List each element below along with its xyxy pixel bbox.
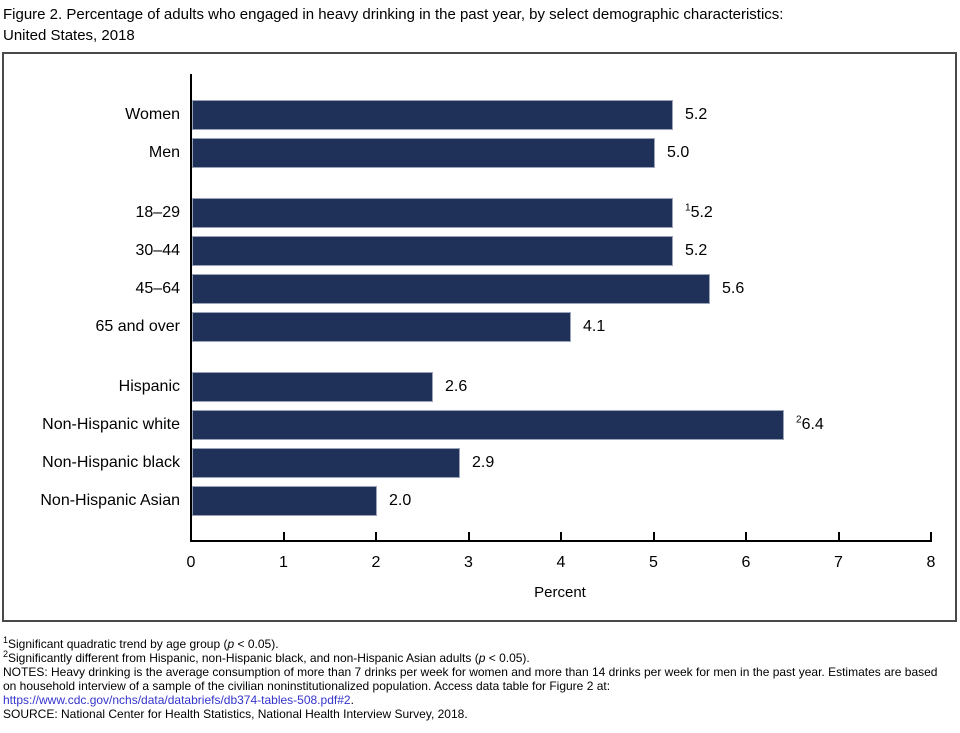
link-period: . [350,693,354,707]
value-label: 5.6 [722,280,745,297]
value-label: 5.2 [685,106,708,123]
x-tick [467,532,470,540]
footnote-link-line: https://www.cdc.gov/nchs/data/databriefs… [3,693,953,707]
bar [192,372,433,402]
x-tick [560,532,562,540]
category-label: Non-Hispanic black [42,454,180,471]
x-tick [652,532,655,540]
x-tick-label: 7 [834,554,843,571]
x-axis-title: Percent [534,584,586,601]
footnote-1: 1Significant quadratic trend by age grou… [3,635,279,652]
value-label: 15.2 [685,202,713,221]
value-label: 5.0 [667,144,690,161]
figure-title-line2: United States, 2018 [3,27,135,44]
x-tick-label: 1 [279,554,288,571]
bar [192,100,673,130]
category-label: 65 and over [95,318,180,335]
x-tick-label: 0 [186,554,196,571]
bar [192,274,710,304]
bar [192,410,784,440]
bar [192,312,571,342]
footnote-1-superscript: 1 [3,635,9,645]
footnote-2-superscript: 2 [3,649,9,659]
chart-frame: Women 5.2 Men 5.0 18–29 15.2 30–44 5.2 45–64 5.6 6… [2,52,957,622]
category-label: Non-Hispanic white [42,416,180,433]
x-tick-label: 6 [741,554,751,571]
value-label: 2.0 [389,492,412,509]
data-table-link[interactable]: https://www.cdc.gov/nchs/data/databriefs… [3,693,351,707]
x-tick [930,532,932,540]
footnote-2: 2Significantly different from Hispanic, … [3,649,530,666]
category-label: Women [125,106,180,123]
bar [192,198,673,228]
x-tick-label: 3 [464,554,473,571]
value-label: 5.2 [685,242,708,259]
y-axis [190,74,192,542]
x-tick-label: 2 [371,554,381,571]
category-label: 30–44 [135,242,181,259]
bar [192,138,655,168]
x-axis [190,540,932,542]
category-label: 45–64 [135,280,181,297]
x-tick [375,532,377,540]
footnotes: 1Significant quadratic trend by age grou… [3,635,953,722]
bar [192,448,460,478]
x-tick [837,532,840,540]
value-label: 26.4 [796,414,824,433]
bar [192,236,673,266]
plot-area: Women 5.2 Men 5.0 18–29 15.2 30–44 5.2 45–64 5.6 6… [4,54,955,620]
value-label: 4.1 [583,318,606,335]
x-tick-label: 4 [556,554,566,571]
value-label: 2.9 [472,454,495,471]
x-tick-label: 8 [926,554,936,571]
figure-title-line1: Figure 2. Percentage of adults who engag… [3,6,784,23]
x-tick-label: 5 [649,554,658,571]
footnote-notes: NOTES: Heavy drinking is the average con… [3,665,938,693]
x-tick [745,532,747,540]
bar [192,486,377,516]
category-label: 18–29 [135,204,181,221]
category-label: Men [148,144,180,161]
figure-title: Figure 2. Percentage of adults who engag… [3,4,953,46]
value-label: 2.6 [445,378,468,395]
footnote-source: SOURCE: National Center for Health Stati… [3,707,468,721]
category-label: Non-Hispanic Asian [40,492,180,509]
category-label: Hispanic [118,378,180,395]
x-tick [282,532,285,540]
